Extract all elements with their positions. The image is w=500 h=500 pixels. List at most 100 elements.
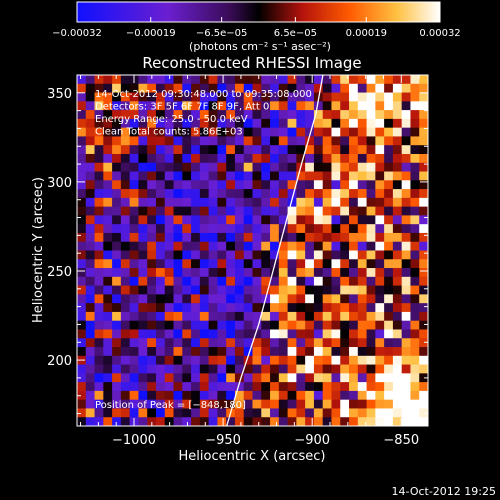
heatmap-cell <box>173 320 183 330</box>
heatmap-cell <box>305 171 315 181</box>
heatmap-cell <box>287 162 297 172</box>
heatmap-cell <box>103 206 113 216</box>
heatmap-cell <box>217 215 227 225</box>
heatmap-cell <box>94 408 104 418</box>
heatmap-cell <box>94 399 104 409</box>
heatmap-cell <box>340 311 350 322</box>
heatmap-cell <box>85 390 95 401</box>
heatmap-cell <box>164 101 174 111</box>
heatmap-cell <box>129 303 139 313</box>
heatmap-cell <box>155 153 166 164</box>
heatmap-cell <box>234 215 245 225</box>
heatmap-cell <box>313 320 324 330</box>
heatmap-cell <box>226 320 236 330</box>
heatmap-cell <box>384 189 394 199</box>
heatmap-cell <box>305 303 315 313</box>
heatmap-cell <box>226 145 236 155</box>
heatmap-cell <box>112 171 122 181</box>
heatmap-cell <box>120 373 131 383</box>
heatmap-cell <box>77 206 87 216</box>
heatmap-cell <box>410 347 420 357</box>
heatmap-cell <box>77 101 87 111</box>
heatmap-cell <box>208 136 218 146</box>
heatmap-cell <box>147 110 157 120</box>
heatmap-cell <box>331 83 341 93</box>
heatmap-cell <box>331 311 341 322</box>
heatmap-cell <box>191 294 201 304</box>
heatmap-cell <box>261 232 271 243</box>
heatmap-cell <box>94 153 104 164</box>
heatmap-cell <box>340 355 350 365</box>
heatmap-cell <box>384 101 394 111</box>
heatmap-cell <box>103 232 113 243</box>
heatmap-cell <box>270 373 280 383</box>
heatmap-cell <box>243 399 253 409</box>
heatmap-cell <box>217 153 227 164</box>
heatmap-cell <box>287 118 297 129</box>
heatmap-cell <box>252 408 262 418</box>
heatmap-cell <box>120 171 131 181</box>
heatmap-cell <box>305 75 315 85</box>
heatmap-cell <box>226 171 236 181</box>
heatmap-cell <box>392 311 403 322</box>
heatmap-cell <box>313 110 324 120</box>
heatmap-cell <box>112 268 122 278</box>
heatmap-cell <box>349 206 359 216</box>
heatmap-cell <box>129 373 139 383</box>
heatmap-cell <box>103 329 113 339</box>
info-line: 14-Oct-2012 09:30:48.000 to 09:35:08.000 <box>95 89 312 100</box>
heatmap-cell <box>270 75 280 85</box>
heatmap-cell <box>401 285 411 295</box>
heatmap-cell <box>392 127 403 137</box>
heatmap-cell <box>182 75 192 85</box>
heatmap-cell <box>349 311 359 322</box>
heatmap-cell <box>243 250 253 260</box>
heatmap-cell <box>392 259 403 269</box>
heatmap-cell <box>419 127 428 137</box>
heatmap-cell <box>129 127 139 137</box>
heatmap-cell <box>261 180 271 190</box>
heatmap-cell <box>410 399 420 409</box>
heatmap-cell <box>138 294 148 304</box>
heatmap-cell <box>94 417 104 426</box>
heatmap-cell <box>77 382 87 392</box>
heatmap-cell <box>226 136 236 146</box>
heatmap-cell <box>120 399 131 409</box>
heatmap-cell <box>252 224 262 234</box>
heatmap-cell <box>384 417 394 426</box>
heatmap-cell <box>401 364 411 374</box>
heatmap-cell <box>138 197 148 208</box>
heatmap-cell <box>94 101 104 111</box>
heatmap-cell <box>208 303 218 313</box>
heatmap-cell <box>401 259 411 269</box>
heatmap-cell <box>112 320 122 330</box>
heatmap-cell <box>85 206 95 216</box>
heatmap-cell <box>287 408 297 418</box>
x-axis-label: Heliocentric X (arcsec) <box>179 449 326 464</box>
heatmap-cell <box>357 127 367 137</box>
heatmap-cell <box>103 338 113 348</box>
heatmap-cell <box>401 276 411 286</box>
heatmap-cell <box>85 329 95 339</box>
heatmap-cell <box>384 206 394 216</box>
colorbar-tick-label: −0.00019 <box>126 28 176 39</box>
heatmap-cell <box>217 268 227 278</box>
heatmap-cell <box>199 347 210 357</box>
heatmap-cell <box>252 399 262 409</box>
heatmap-cell <box>296 75 306 85</box>
heatmap-cell <box>173 92 183 102</box>
heatmap-cell <box>322 320 332 330</box>
heatmap-cell <box>252 417 262 426</box>
heatmap-cell <box>419 276 428 286</box>
heatmap-cell <box>366 92 376 102</box>
heatmap-cell <box>147 127 157 137</box>
heatmap-cell <box>340 417 350 426</box>
heatmap-cell <box>120 259 131 269</box>
heatmap-cell <box>296 232 306 243</box>
heatmap-cell <box>164 285 174 295</box>
heatmap-cell <box>234 162 245 172</box>
heatmap-cell <box>85 382 95 392</box>
heatmap-cell <box>94 311 104 322</box>
heatmap-cell <box>322 180 332 190</box>
heatmap-cell <box>85 145 95 155</box>
